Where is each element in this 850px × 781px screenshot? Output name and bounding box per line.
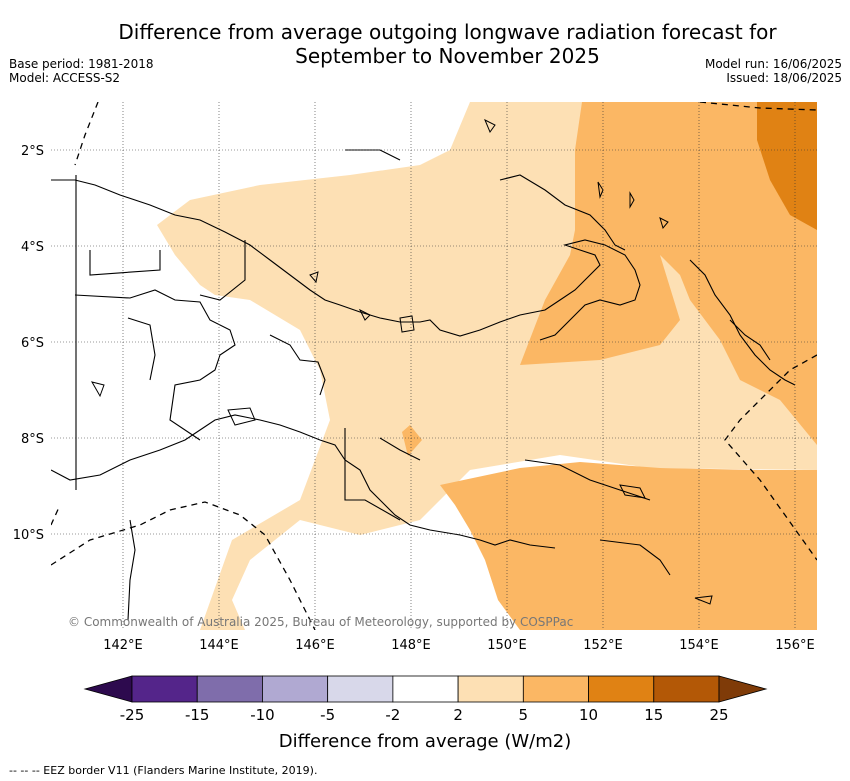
colorbar-tick-label: 5: [518, 706, 529, 724]
lon-label-154e: 154°E: [679, 638, 719, 653]
graticule: [51, 102, 817, 630]
colorbar-tick-label: -15: [184, 706, 210, 724]
lon-label-152e: 152°E: [583, 638, 623, 653]
colorbar: [83, 675, 768, 703]
colorbar-tick-label: -5: [320, 706, 336, 724]
anomaly-5-10-region-small: [402, 425, 422, 456]
map-plot-area: © Commonwealth of Australia 2025, Bureau…: [51, 102, 817, 630]
colorbar-tick-label: -2: [385, 706, 401, 724]
colorbar-arrow-high: [718, 675, 768, 703]
eez-borders: [51, 102, 817, 630]
colorbar-segment: [588, 675, 655, 703]
anomaly-5-10-region-ne: [520, 102, 817, 445]
base-period-text: Base period: 1981-2018: [9, 57, 154, 71]
anomaly-10-15-region: [757, 102, 817, 230]
colorbar-segment: [522, 675, 589, 703]
colorbar-segment: [392, 675, 459, 703]
lat-label-4s: 4°S: [21, 240, 44, 255]
colorbar-arrow-low: [83, 675, 133, 703]
colorbar-tick-label: 2: [453, 706, 463, 724]
lat-label-8s: 8°S: [21, 432, 44, 447]
lon-label-146e: 146°E: [295, 638, 335, 653]
colorbar-tick-label: 10: [579, 706, 599, 724]
colorbar-tick-label: 15: [644, 706, 664, 724]
anomaly-5-10-region-s: [440, 462, 817, 630]
colorbar-segment: [131, 675, 198, 703]
lat-label-10s: 10°S: [13, 528, 44, 543]
colorbar-tick-label: -10: [250, 706, 275, 724]
title-line-2: September to November 2025: [295, 44, 600, 68]
colorbar-segment: [327, 675, 394, 703]
eez-legend-note: -- -- -- EEZ border V11 (Flanders Marine…: [9, 764, 318, 777]
lon-label-148e: 148°E: [391, 638, 431, 653]
colorbar-tick-label: -25: [119, 706, 145, 724]
colorbar-title: Difference from average (W/m2): [278, 731, 572, 752]
model-text: Model: ACCESS-S2: [9, 71, 121, 85]
title-line-1: Difference from average outgoing longwav…: [118, 20, 777, 44]
lon-label-150e: 150°E: [487, 638, 527, 653]
copyright-text: © Commonwealth of Australia 2025, Bureau…: [68, 615, 573, 629]
model-run-text: Model run: 16/06/2025: [704, 57, 842, 71]
colorbar-segment: [196, 675, 263, 703]
islands: [90, 118, 713, 605]
colorbar-tick-label: 25: [709, 706, 729, 724]
colorbar-segment: [457, 675, 524, 703]
run-issue-info: Model run: 16/06/2025 Issued: 18/06/2025: [705, 57, 842, 85]
coastlines: [51, 149, 796, 621]
lat-label-6s: 6°S: [21, 336, 44, 351]
colorbar-segment: [262, 675, 329, 703]
lat-label-2s: 2°S: [21, 144, 44, 159]
lon-label-156e: 156°E: [775, 638, 815, 653]
lon-label-144e: 144°E: [199, 638, 239, 653]
map-title: Difference from average outgoing longwav…: [95, 20, 800, 68]
colorbar-segment: [653, 675, 720, 703]
issued-text: Issued: 18/06/2025: [726, 71, 842, 85]
lon-label-142e: 142°E: [103, 638, 143, 653]
base-model-info: Base period: 1981-2018 Model: ACCESS-S2: [9, 57, 154, 85]
